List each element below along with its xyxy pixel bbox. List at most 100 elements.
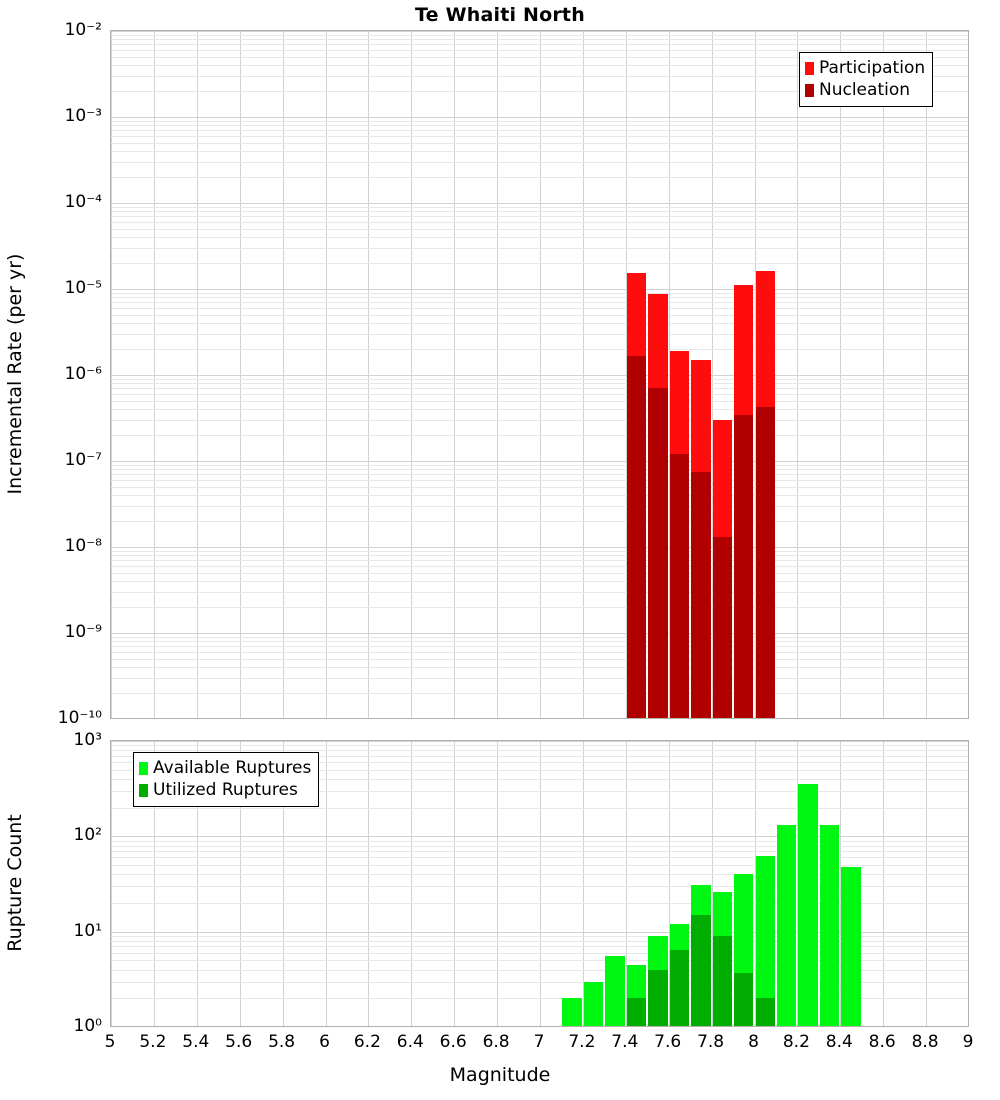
bar-nucleation xyxy=(626,356,647,718)
grid-line-vertical xyxy=(326,31,327,718)
y-tick-label: 10⁻⁸ xyxy=(64,536,102,556)
grid-line-horizontal xyxy=(111,211,968,212)
bar-nucleation xyxy=(648,388,668,718)
grid-line-horizontal xyxy=(111,487,968,488)
x-tick-label: 6.2 xyxy=(353,1032,381,1052)
bar-nucleation xyxy=(712,537,733,718)
grid-line-vertical xyxy=(454,31,455,718)
grid-line-horizontal xyxy=(111,941,968,942)
bar-available-ruptures xyxy=(841,866,861,1026)
x-tick-label: 8.6 xyxy=(868,1032,896,1052)
x-tick-label: 7.4 xyxy=(611,1032,639,1052)
grid-line-horizontal xyxy=(111,808,968,809)
grid-line-horizontal xyxy=(111,334,968,335)
grid-line-horizontal xyxy=(111,375,968,376)
grid-line-horizontal xyxy=(111,177,968,178)
grid-line-vertical xyxy=(411,741,412,1026)
grid-line-horizontal xyxy=(111,874,968,875)
grid-line-vertical xyxy=(926,31,927,718)
x-tick-label: 7 xyxy=(533,1032,545,1052)
grid-line-horizontal xyxy=(111,383,968,384)
grid-line-horizontal xyxy=(111,420,968,421)
grid-line-horizontal xyxy=(111,203,968,204)
grid-line-vertical xyxy=(411,31,412,718)
legend-entry: Utilized Ruptures xyxy=(139,779,311,801)
grid-line-horizontal xyxy=(111,750,968,751)
grid-line-horizontal xyxy=(111,607,968,608)
grid-line-vertical xyxy=(154,31,155,718)
grid-line-horizontal xyxy=(111,678,968,679)
grid-line-horizontal xyxy=(111,302,968,303)
grid-line-horizontal xyxy=(111,35,968,36)
y-tick-label: 10⁻⁷ xyxy=(64,450,102,470)
grid-line-vertical xyxy=(926,741,927,1026)
grid-line-horizontal xyxy=(111,641,968,642)
y-tick-label: 10⁻⁵ xyxy=(64,278,102,298)
x-tick-label: 8.8 xyxy=(911,1032,939,1052)
grid-line-horizontal xyxy=(111,130,968,131)
x-tick-label: 7.2 xyxy=(568,1032,596,1052)
bar-utilized-ruptures xyxy=(626,998,647,1026)
bar-nucleation xyxy=(691,471,711,718)
grid-line-vertical xyxy=(326,741,327,1026)
grid-line-horizontal xyxy=(111,841,968,842)
legend-entry: Participation xyxy=(805,57,925,79)
grid-line-horizontal xyxy=(111,31,968,32)
grid-line-horizontal xyxy=(111,401,968,402)
grid-line-horizontal xyxy=(111,637,968,638)
bar-utilized-ruptures xyxy=(669,949,690,1026)
bar-nucleation xyxy=(755,407,775,718)
grid-line-horizontal xyxy=(111,39,968,40)
grid-line-vertical xyxy=(197,741,198,1026)
legend-swatch-icon xyxy=(805,83,814,97)
bar-utilized-ruptures xyxy=(691,914,711,1026)
grid-line-vertical xyxy=(540,31,541,718)
bar-available-ruptures xyxy=(776,825,797,1026)
grid-line-vertical xyxy=(497,741,498,1026)
bottom-panel-legend: Available Ruptures Utilized Ruptures xyxy=(133,752,320,807)
y-tick-label: 10⁻⁹ xyxy=(64,622,102,642)
grid-line-vertical xyxy=(497,31,498,718)
x-tick-labels: 5 5.2 5.4 5.6 5.8 6 6.2 6.4 6.6 6.8 7 7.2 7.4 7.6 7.8 8… xyxy=(0,1032,1000,1058)
legend-swatch-icon xyxy=(139,783,148,797)
grid-line-horizontal xyxy=(111,388,968,389)
y-tick-label: 10⁻³ xyxy=(64,106,102,126)
grid-line-horizontal xyxy=(111,469,968,470)
legend-entry: Nucleation xyxy=(805,79,925,101)
legend-entry: Available Ruptures xyxy=(139,757,311,779)
grid-line-horizontal xyxy=(111,970,968,971)
grid-line-horizontal xyxy=(111,762,968,763)
grid-line-horizontal xyxy=(111,903,968,904)
grid-line-horizontal xyxy=(111,461,968,462)
grid-line-horizontal xyxy=(111,953,968,954)
grid-line-horizontal xyxy=(111,551,968,552)
grid-line-horizontal xyxy=(111,480,968,481)
grid-line-horizontal xyxy=(111,592,968,593)
grid-line-horizontal xyxy=(111,506,968,507)
grid-line-vertical xyxy=(540,741,541,1026)
grid-line-horizontal xyxy=(111,394,968,395)
grid-line-horizontal xyxy=(111,237,968,238)
grid-line-horizontal xyxy=(111,581,968,582)
bar-nucleation xyxy=(669,454,690,718)
y-tick-label: 10² xyxy=(73,825,102,846)
bottom-panel-y-tick-labels: 10³ 10² 10¹ 10⁰ xyxy=(0,0,102,1100)
grid-line-horizontal xyxy=(111,121,968,122)
grid-line-horizontal xyxy=(111,693,968,694)
bar-available-ruptures xyxy=(819,825,840,1026)
grid-line-horizontal xyxy=(111,474,968,475)
bar-utilized-ruptures xyxy=(712,936,733,1026)
grid-line-horizontal xyxy=(111,555,968,556)
grid-line-horizontal xyxy=(111,770,968,771)
grid-line-horizontal xyxy=(111,946,968,947)
grid-line-vertical xyxy=(583,31,584,718)
grid-line-horizontal xyxy=(111,886,968,887)
legend-label: Participation xyxy=(819,57,926,78)
top-panel-y-tick-labels: 10⁻² 10⁻³ 10⁻⁴ 10⁻⁵ 10⁻⁶ 10⁻⁷ 10⁻⁸ 10⁻⁹ 10⁻¹⁰ xyxy=(0,0,102,1100)
grid-line-vertical xyxy=(712,31,713,718)
y-tick-label: 10¹ xyxy=(73,920,102,941)
y-tick-label: 10⁰ xyxy=(73,1016,102,1036)
grid-line-vertical xyxy=(283,741,284,1026)
grid-line-horizontal xyxy=(111,308,968,309)
